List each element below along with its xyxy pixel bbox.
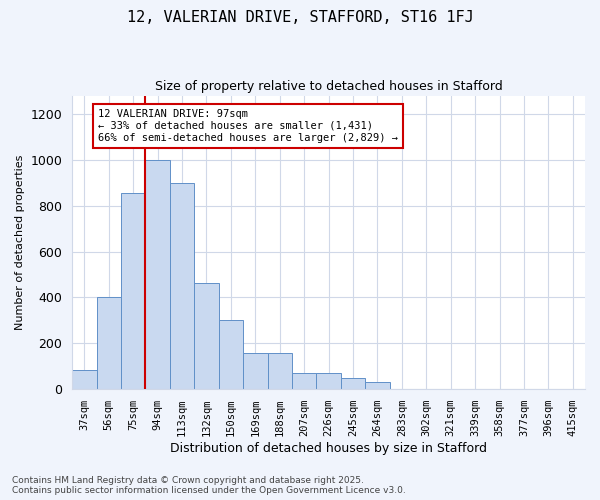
Bar <box>341 378 365 389</box>
Text: Contains HM Land Registry data © Crown copyright and database right 2025.
Contai: Contains HM Land Registry data © Crown c… <box>12 476 406 495</box>
Bar <box>365 382 389 389</box>
Y-axis label: Number of detached properties: Number of detached properties <box>15 154 25 330</box>
Bar <box>121 193 145 389</box>
Bar <box>218 320 243 389</box>
Bar <box>292 373 316 389</box>
Bar <box>268 352 292 389</box>
Bar <box>170 182 194 389</box>
Bar <box>194 282 218 389</box>
Title: Size of property relative to detached houses in Stafford: Size of property relative to detached ho… <box>155 80 502 93</box>
Bar <box>316 373 341 389</box>
Bar <box>72 370 97 389</box>
Text: 12, VALERIAN DRIVE, STAFFORD, ST16 1FJ: 12, VALERIAN DRIVE, STAFFORD, ST16 1FJ <box>127 10 473 25</box>
Bar <box>145 160 170 389</box>
X-axis label: Distribution of detached houses by size in Stafford: Distribution of detached houses by size … <box>170 442 487 455</box>
Bar <box>243 352 268 389</box>
Bar <box>97 298 121 389</box>
Text: 12 VALERIAN DRIVE: 97sqm
← 33% of detached houses are smaller (1,431)
66% of sem: 12 VALERIAN DRIVE: 97sqm ← 33% of detach… <box>98 110 398 142</box>
